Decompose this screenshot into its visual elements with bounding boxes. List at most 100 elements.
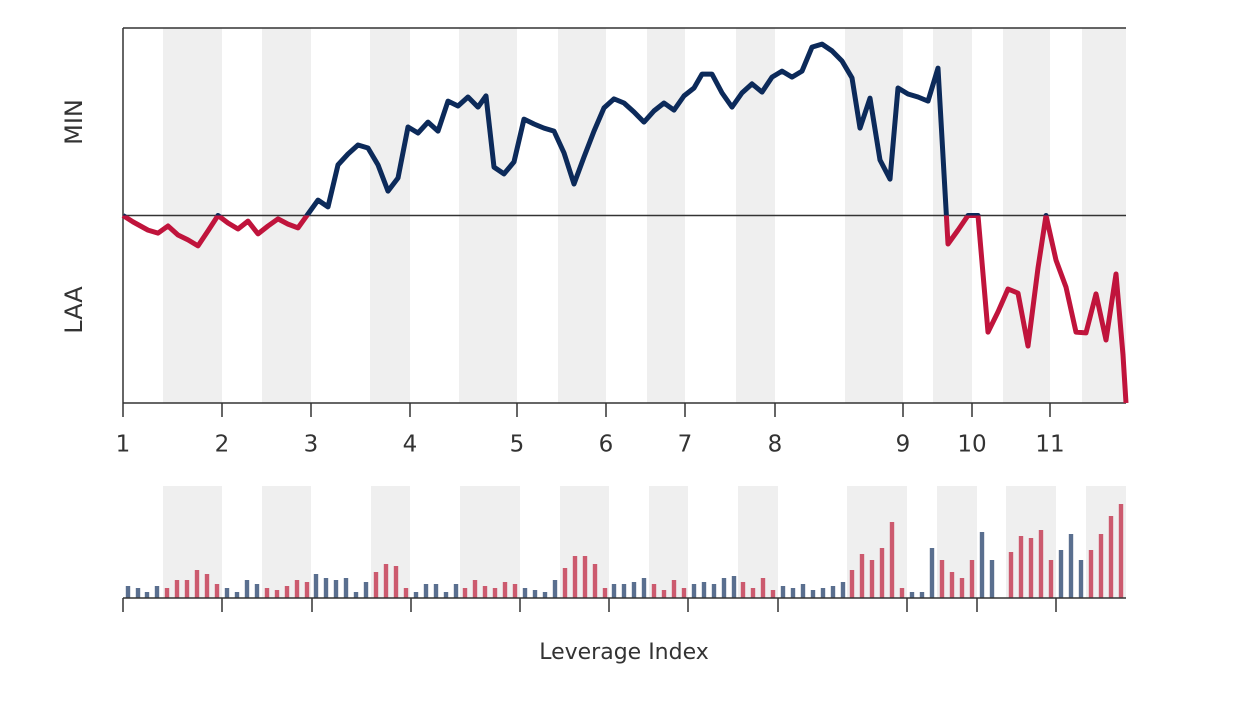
leverage-bar — [403, 588, 409, 598]
leverage-bar — [1098, 534, 1104, 598]
inning-band — [262, 486, 311, 598]
team-label-top: MIN — [60, 99, 88, 145]
leverage-bar — [274, 590, 280, 598]
inning-band — [649, 486, 688, 598]
leverage-bar — [1038, 530, 1044, 598]
leverage-bar — [631, 582, 637, 598]
leverage-bar — [790, 588, 796, 598]
x-tick-label: 6 — [599, 432, 614, 458]
leverage-bar — [154, 586, 160, 598]
x-tick-label: 10 — [957, 432, 986, 458]
leverage-bar — [1058, 550, 1064, 598]
leverage-bar — [174, 580, 180, 598]
leverage-bar — [482, 586, 488, 598]
leverage-bar — [144, 592, 150, 598]
leverage-bar — [423, 584, 429, 598]
leverage-bar — [770, 590, 776, 598]
leverage-bar — [1008, 552, 1014, 598]
leverage-bar — [1108, 516, 1114, 598]
leverage-bar — [313, 574, 319, 598]
leverage-bar — [254, 584, 260, 598]
win-line-top — [123, 41, 1049, 216]
leverage-bar — [542, 592, 548, 598]
leverage-bar — [731, 576, 737, 598]
leverage-bar — [194, 570, 200, 598]
leverage-bar — [949, 572, 955, 598]
leverage-bar — [1028, 538, 1034, 598]
leverage-bar — [343, 578, 349, 598]
leverage-bar — [681, 588, 687, 598]
leverage-bar — [164, 588, 170, 598]
leverage-bar — [711, 584, 717, 598]
leverage-bar — [552, 580, 558, 598]
x-axis-label: Leverage Index — [539, 640, 709, 665]
leverage-bar — [393, 566, 399, 598]
leverage-bar — [1088, 550, 1094, 598]
inning-band — [163, 486, 222, 598]
leverage-bar — [472, 580, 478, 598]
leverage-bar — [204, 574, 210, 598]
leverage-bar — [899, 588, 905, 598]
leverage-bar — [661, 590, 667, 598]
leverage-bar — [184, 580, 190, 598]
team-label-bottom: LAA — [60, 286, 88, 334]
leverage-bar — [1078, 560, 1084, 598]
leverage-bar — [760, 578, 766, 598]
leverage-bar — [363, 582, 369, 598]
win-line-bottom — [121, 215, 1129, 404]
leverage-bar — [869, 560, 875, 598]
leverage-bar — [592, 564, 598, 598]
leverage-bar — [859, 554, 865, 598]
x-tick-label: 11 — [1035, 432, 1064, 458]
leverage-bar — [1048, 560, 1054, 598]
leverage-bar — [304, 582, 310, 598]
leverage-bar — [582, 556, 588, 598]
leverage-bar — [443, 592, 449, 598]
leverage-bar — [611, 584, 617, 598]
x-tick-label: 4 — [403, 432, 418, 458]
leverage-bar — [701, 582, 707, 598]
leverage-bar — [512, 584, 518, 598]
x-tick-label: 5 — [510, 432, 525, 458]
x-tick-label: 9 — [896, 432, 911, 458]
leverage-bar — [125, 586, 131, 598]
leverage-bar — [641, 578, 647, 598]
leverage-bar — [284, 586, 290, 598]
leverage-bar — [1118, 504, 1124, 598]
leverage-bar — [989, 560, 995, 598]
leverage-bar — [214, 584, 220, 598]
x-tick-label: 3 — [304, 432, 319, 458]
leverage-bar — [1018, 536, 1024, 598]
x-tick-label: 8 — [768, 432, 783, 458]
leverage-bar — [373, 572, 379, 598]
inning-band — [460, 486, 520, 598]
leverage-bar — [810, 590, 816, 598]
x-tick-label: 2 — [215, 432, 230, 458]
leverage-bar — [532, 590, 538, 598]
leverage-bar — [333, 580, 339, 598]
leverage-bar — [800, 584, 806, 598]
leverage-bar — [572, 556, 578, 598]
leverage-bar — [522, 588, 528, 598]
leverage-bar — [453, 584, 459, 598]
leverage-bar — [939, 560, 945, 598]
leverage-bar — [691, 584, 697, 598]
leverage-bar — [969, 560, 975, 598]
leverage-bar — [830, 586, 836, 598]
x-tick-label: 1 — [116, 432, 131, 458]
leverage-bar — [909, 592, 915, 598]
leverage-bar — [721, 578, 727, 598]
leverage-bar — [244, 580, 250, 598]
leverage-bar — [502, 582, 508, 598]
leverage-bar — [750, 588, 756, 598]
leverage-bar — [224, 588, 230, 598]
leverage-bar — [919, 592, 925, 598]
leverage-bar — [889, 522, 895, 598]
leverage-bar — [740, 582, 746, 598]
leverage-bar — [492, 588, 498, 598]
leverage-bar — [959, 578, 965, 598]
leverage-bar — [621, 584, 627, 598]
leverage-bar — [651, 584, 657, 598]
leverage-bar — [780, 586, 786, 598]
